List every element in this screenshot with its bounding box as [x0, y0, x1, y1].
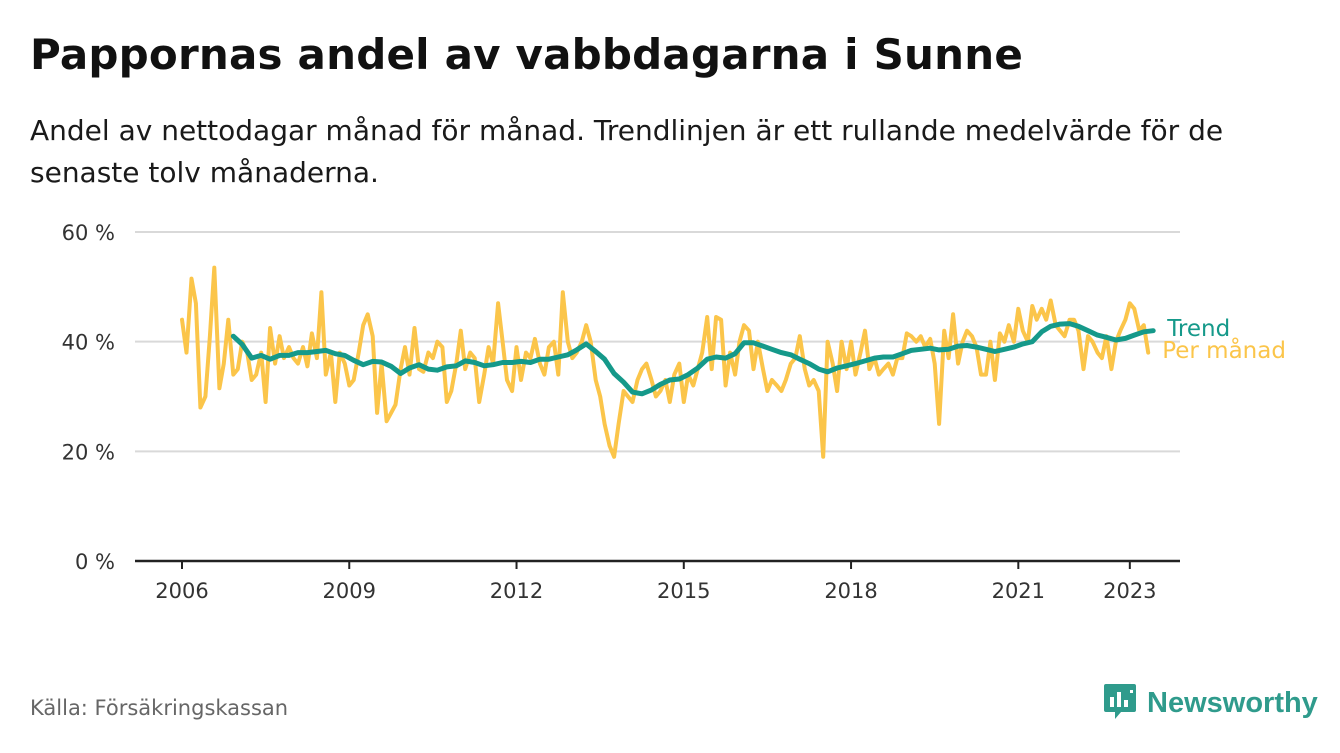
- y-tick-label: 60 %: [62, 221, 115, 245]
- x-tick-label: 2021: [992, 579, 1045, 603]
- x-axis: 2006 2009 2012 2015 2018 2021 2023: [135, 559, 1180, 603]
- y-axis-labels: 0 % 20 % 40 % 60 %: [62, 221, 115, 574]
- y-tick-label: 20 %: [62, 440, 115, 464]
- series-line-monthly: [180, 265, 1151, 459]
- brand-name: Newsworthy: [1147, 686, 1318, 719]
- chart-subtitle: Andel av nettodagar månad för månad. Tre…: [30, 114, 1224, 189]
- x-tick-label: 2023: [1103, 579, 1156, 603]
- line-chart: 0 % 20 % 40 % 60 % 2006 2009 2012 2015 2018 2021…: [62, 221, 1286, 603]
- chart-title: Pappornas andel av vabbdagarna i Sunne: [30, 30, 1024, 79]
- brand-logo: Newsworthy: [1103, 682, 1318, 724]
- series-label-trend: Trend: [1166, 316, 1230, 342]
- x-tick-label: 2018: [824, 579, 877, 603]
- y-tick-label: 40 %: [62, 331, 115, 355]
- series-line-trend: [230, 321, 1156, 397]
- y-tick-label: 0 %: [75, 550, 115, 574]
- x-tick-label: 2012: [490, 579, 543, 603]
- x-tick-label: 2009: [323, 579, 376, 603]
- series: [180, 265, 1156, 459]
- x-tick-label: 2006: [155, 579, 208, 603]
- x-tick-label: 2015: [657, 579, 710, 603]
- source-note: Källa: Försäkringskassan: [30, 696, 289, 720]
- newsworthy-logo-icon: [1103, 682, 1137, 724]
- series-label-monthly: Per månad: [1162, 336, 1286, 364]
